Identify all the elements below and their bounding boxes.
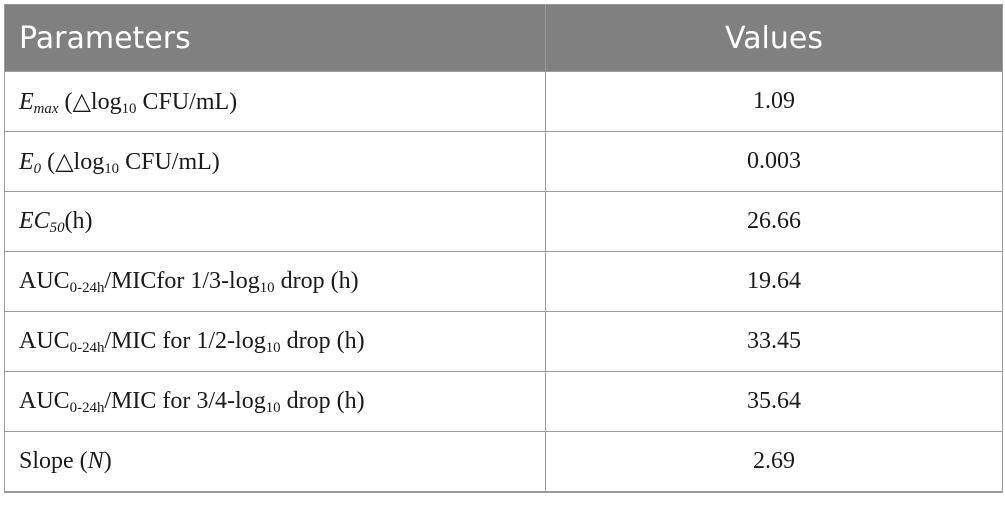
param-text-tail: drop (h) <box>280 328 365 354</box>
param-subscript: 50 <box>49 220 65 237</box>
param-text: (△log <box>41 149 105 175</box>
param-cell: E0 (△log10 CFU/mL) <box>4 131 546 192</box>
value-cell: 19.64 <box>545 251 1003 312</box>
table-row: AUC0-24h/MIC for 3/4-log10 drop (h) 35.6… <box>4 371 1003 432</box>
value-cell: 2.69 <box>545 431 1003 493</box>
param-cell: AUC0-24h/MIC for 1/2-log10 drop (h) <box>4 311 546 372</box>
table-row: Slope (N) 2.69 <box>4 431 1003 493</box>
param-symbol: AUC <box>19 388 70 414</box>
param-subscript-2: 10 <box>265 400 281 417</box>
param-subscript-2: 10 <box>265 340 281 357</box>
param-text: Slope ( <box>19 448 88 474</box>
param-cell: EC50(h) <box>4 191 546 252</box>
param-text: /MIC for 3/4-log <box>104 388 266 414</box>
param-cell: AUC0-24h/MIC for 3/4-log10 drop (h) <box>4 371 546 432</box>
param-cell: Emax (△log10 CFU/mL) <box>4 71 546 132</box>
param-text-tail: CFU/mL) <box>136 89 238 115</box>
param-cell: AUC0-24h/MICfor 1/3-log10 drop (h) <box>4 251 546 312</box>
value-cell: 33.45 <box>545 311 1003 372</box>
param-subscript-2: 10 <box>259 280 275 297</box>
table-row: Emax (△log10 CFU/mL) 1.09 <box>4 71 1003 132</box>
param-subscript: 0 <box>33 161 42 178</box>
header-row: Parameters Values <box>4 4 1003 72</box>
param-text: (△log <box>58 89 122 115</box>
table-body: Emax (△log10 CFU/mL) 1.09 E0 (△log10 CFU… <box>4 71 1003 493</box>
header-parameters: Parameters <box>4 4 546 72</box>
param-symbol: EC <box>19 208 50 234</box>
table-row: AUC0-24h/MIC for 1/2-log10 drop (h) 33.4… <box>4 311 1003 372</box>
param-subscript-2: 10 <box>104 161 120 178</box>
param-cell: Slope (N) <box>4 431 546 493</box>
table-row: E0 (△log10 CFU/mL) 0.003 <box>4 131 1003 192</box>
param-subscript: 0-24h <box>69 400 105 417</box>
parameters-table: Parameters Values Emax (△log10 CFU/mL) 1… <box>4 4 1003 493</box>
value-cell: 1.09 <box>545 71 1003 132</box>
param-text: /MICfor 1/3-log <box>104 268 260 294</box>
header-values: Values <box>545 4 1003 72</box>
table-header: Parameters Values <box>4 4 1003 72</box>
param-subscript-2: 10 <box>121 101 137 118</box>
value-cell: 26.66 <box>545 191 1003 252</box>
table-row: AUC0-24h/MICfor 1/3-log10 drop (h) 19.64 <box>4 251 1003 312</box>
param-symbol: N <box>87 448 104 474</box>
param-text-tail: CFU/mL) <box>119 149 220 175</box>
param-symbol: AUC <box>19 268 70 294</box>
param-symbol: AUC <box>19 328 70 354</box>
param-subscript: max <box>33 101 59 118</box>
param-symbol: E <box>19 89 34 115</box>
param-text-tail: drop (h) <box>280 388 365 414</box>
table-row: EC50(h) 26.66 <box>4 191 1003 252</box>
value-cell: 35.64 <box>545 371 1003 432</box>
param-text-tail: ) <box>103 448 112 474</box>
value-cell: 0.003 <box>545 131 1003 192</box>
param-symbol: E <box>19 149 34 175</box>
param-text-tail: drop (h) <box>274 268 359 294</box>
param-subscript: 0-24h <box>69 340 105 357</box>
param-text: /MIC for 1/2-log <box>104 328 266 354</box>
param-subscript: 0-24h <box>69 280 105 297</box>
param-text: (h) <box>64 208 93 234</box>
